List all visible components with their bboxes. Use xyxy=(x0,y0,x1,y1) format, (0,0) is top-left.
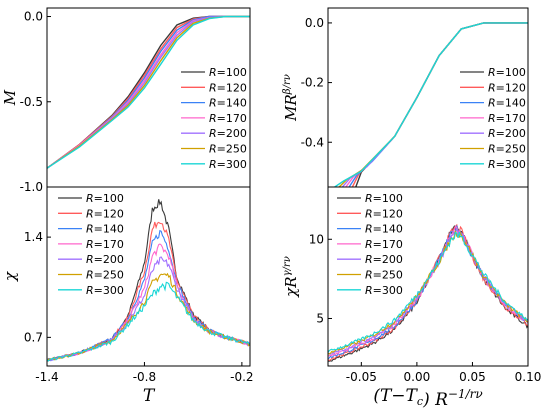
legend-label: R=120 xyxy=(86,207,124,220)
legend-label: R=200 xyxy=(86,253,124,266)
y-tick-label: -0.5 xyxy=(20,95,43,109)
series-line-r-300 xyxy=(328,231,528,353)
y-tick-label: -1.0 xyxy=(20,180,43,194)
legend-label: R=200 xyxy=(209,127,247,140)
y-tick-label: 1.4 xyxy=(24,230,43,244)
legend-label: R=250 xyxy=(488,143,526,156)
legend-label: R=170 xyxy=(365,238,403,251)
plot-frame xyxy=(46,186,251,367)
series-line-r-300 xyxy=(47,15,250,169)
legend-label: R=100 xyxy=(86,192,124,205)
x-tick-label: 0.05 xyxy=(459,370,486,384)
x-tick-label: -0.2 xyxy=(230,370,253,384)
legend-label: R=170 xyxy=(488,112,526,125)
series-line-r-120 xyxy=(47,221,250,362)
y-tick-label: 10 xyxy=(309,232,324,246)
legend-label: R=300 xyxy=(209,158,247,171)
panel-bottom-right: 10 5 -0.05 0.00 0.05 0.10 χRγ/rν (T−Tc) R−1/rν R… xyxy=(282,186,542,410)
legend-label: R=100 xyxy=(365,192,403,205)
legend-label: R=250 xyxy=(209,143,247,156)
x-axis-label: T xyxy=(143,386,156,406)
x-axis-label: (T−Tc) R−1/rν xyxy=(373,386,482,410)
legend: R=100 R=120 R=140 R=170 R=200 R=250 R=300 xyxy=(460,66,526,171)
y-axis-label: M xyxy=(1,89,19,106)
y-axis-label: χ xyxy=(1,271,19,282)
legend-label: R=140 xyxy=(209,97,247,110)
legend-label: R=140 xyxy=(365,223,403,236)
y-axis-label: χRγ/rν xyxy=(282,256,300,298)
legend-label: R=120 xyxy=(365,207,403,220)
x-tick-label: -1.4 xyxy=(35,370,58,384)
series-line-r-300 xyxy=(47,281,250,362)
legend-label: R=250 xyxy=(86,269,124,282)
x-tick-label: 0.10 xyxy=(515,370,542,384)
y-tick-label: 0.7 xyxy=(24,330,43,344)
legend-label: R=100 xyxy=(209,66,247,79)
x-tick-label: -0.8 xyxy=(133,370,156,384)
legend-label: R=140 xyxy=(86,223,124,236)
series-line-r-120 xyxy=(328,223,528,361)
panel-bottom-left: 1.4 0.7 -1.4 -0.8 -0.2 χ T R=100 R=120 R=140 R=170… xyxy=(1,186,254,406)
legend-label: R=300 xyxy=(365,284,403,297)
panel-top-left: 0.0 -0.5 -1.0 M R=100 R=120 R=140 R=170 R=200 R=2… xyxy=(1,7,251,194)
legend-label: R=200 xyxy=(365,253,403,266)
legend-label: R=300 xyxy=(488,158,526,171)
x-tick-label: 0.00 xyxy=(404,370,431,384)
legend-label: R=250 xyxy=(365,269,403,282)
y-tick-label: 0.0 xyxy=(305,16,324,30)
series-line-r-300 xyxy=(334,22,528,187)
legend: R=100 R=120 R=140 R=170 R=200 R=250 R=300 xyxy=(337,192,403,297)
legend-label: R=200 xyxy=(488,127,526,140)
y-tick-label: -0.4 xyxy=(301,135,324,149)
x-tick-label: -0.05 xyxy=(346,370,377,384)
series-line-r-250 xyxy=(47,272,250,362)
series-line-r-200 xyxy=(328,229,528,355)
legend-label: R=120 xyxy=(209,81,247,94)
legend-label: R=120 xyxy=(488,81,526,94)
legend-label: R=300 xyxy=(86,284,124,297)
plot-frame xyxy=(327,186,529,367)
legend-label: R=140 xyxy=(488,97,526,110)
legend-label: R=170 xyxy=(86,238,124,251)
legend: R=100 R=120 R=140 R=170 R=200 R=250 R=300 xyxy=(58,192,124,297)
y-tick-label: -0.2 xyxy=(301,76,324,90)
legend: R=100 R=120 R=140 R=170 R=200 R=250 R=300 xyxy=(181,66,247,171)
legend-label: R=170 xyxy=(209,112,247,125)
series-line-r-250 xyxy=(328,230,528,355)
legend-label: R=100 xyxy=(488,66,526,79)
y-tick-label: 0.0 xyxy=(24,10,43,24)
y-tick-label: 5 xyxy=(316,311,324,325)
y-axis-label: MRβ/rν xyxy=(282,74,300,122)
